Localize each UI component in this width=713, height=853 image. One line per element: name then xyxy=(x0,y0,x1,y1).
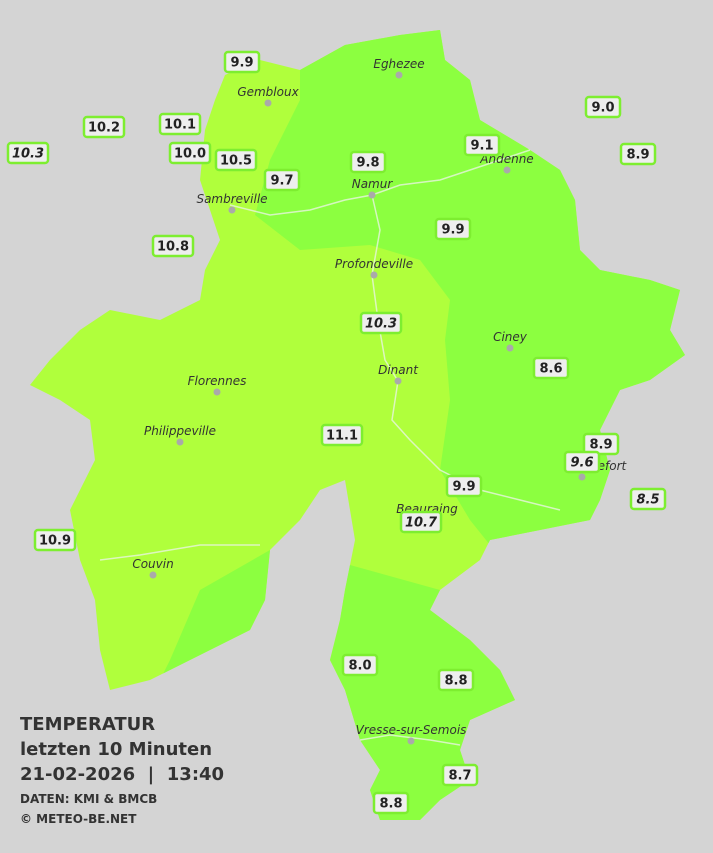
station-value: 10.2 xyxy=(88,121,120,136)
station-value: 8.0 xyxy=(348,659,371,674)
city-dot xyxy=(503,166,511,174)
city-dot xyxy=(394,377,402,385)
station-value: 9.8 xyxy=(356,156,379,171)
city-label: Gembloux xyxy=(237,85,299,99)
station-value: 8.8 xyxy=(444,674,467,689)
station-box xyxy=(434,217,472,241)
station-box xyxy=(629,487,667,511)
station-box xyxy=(399,510,443,534)
region-dark xyxy=(300,565,520,820)
city-dot xyxy=(578,473,586,481)
station-box xyxy=(6,141,50,165)
station-box xyxy=(158,112,202,136)
station-value: 9.6 xyxy=(570,456,593,471)
city-dot xyxy=(395,71,403,79)
city-label: Vresse-sur-Semois xyxy=(356,723,467,737)
rivers xyxy=(99,149,561,746)
city-dot xyxy=(176,438,184,446)
cities: EghezeeGemblouxAndenneNamurSambrevillePr… xyxy=(132,57,628,745)
legend-source: DATEN: KMI & BMCB xyxy=(20,792,157,806)
legend-title: TEMPERATUR xyxy=(20,714,155,735)
city-dot xyxy=(264,99,272,107)
station-value: 9.7 xyxy=(270,174,293,189)
station-value: 9.0 xyxy=(591,101,614,116)
city-dot xyxy=(228,206,236,214)
station-box xyxy=(214,148,258,172)
city-label: Couvin xyxy=(132,557,173,571)
city-label: Eghezee xyxy=(373,57,424,71)
station-box xyxy=(584,95,622,119)
legend-copyright: © METEO-BE.NET xyxy=(20,812,137,826)
station-value: 8.6 xyxy=(539,362,562,377)
station-box xyxy=(33,528,77,552)
station-value: 10.8 xyxy=(157,240,189,255)
city-dot xyxy=(149,571,157,579)
station-box xyxy=(223,50,261,74)
city-label: Ciney xyxy=(493,330,528,344)
city-label: Sambreville xyxy=(196,192,267,206)
station-value: 8.9 xyxy=(626,148,649,163)
station-box xyxy=(372,791,410,815)
city-dot xyxy=(370,271,378,279)
station-box xyxy=(437,668,475,692)
station-value: 11.1 xyxy=(326,429,358,444)
station-box xyxy=(619,142,657,166)
station-value: 9.9 xyxy=(230,56,253,71)
city-dot xyxy=(407,737,415,745)
station-value: 10.1 xyxy=(164,118,196,133)
city-dot xyxy=(368,191,376,199)
station-value: 8.8 xyxy=(379,797,402,812)
station-box xyxy=(320,423,364,447)
city-label: Profondeville xyxy=(335,257,413,271)
station-value: 10.5 xyxy=(220,154,252,169)
city-label: Dinant xyxy=(378,363,419,377)
city-dot xyxy=(213,388,221,396)
station-value: 9.1 xyxy=(470,139,493,154)
station-box xyxy=(563,450,601,474)
station-box xyxy=(441,763,479,787)
station-value: 10.0 xyxy=(174,147,206,162)
station-box xyxy=(349,150,387,174)
station-box xyxy=(359,311,403,335)
station-box xyxy=(151,234,195,258)
station-value: 10.7 xyxy=(405,516,438,531)
station-box xyxy=(582,432,620,456)
station-value: 10.3 xyxy=(12,147,44,162)
station-value: 8.9 xyxy=(589,438,612,453)
legend-subtitle: letzten 10 Minuten xyxy=(20,739,212,760)
station-value: 8.7 xyxy=(448,769,471,784)
stations: 9.9 10.2 10.3 10.1 10.0 10.5 9.7 9.8 9.1 9.0 8.9 9.… xyxy=(6,50,667,815)
legend-datetime: 21-02-2026 | 13:40 xyxy=(20,764,224,785)
city-label: Namur xyxy=(352,177,394,191)
station-value: 9.9 xyxy=(441,223,464,238)
station-value: 9.9 xyxy=(452,480,475,495)
station-box xyxy=(341,653,379,677)
city-dot xyxy=(506,344,514,352)
station-box xyxy=(263,168,301,192)
legend: TEMPERATUR letzten 10 Minuten 21-02-2026… xyxy=(20,714,224,826)
city-label: Philippeville xyxy=(144,424,216,438)
station-value: 10.9 xyxy=(39,534,71,549)
station-box xyxy=(168,141,212,165)
station-value: 10.3 xyxy=(365,317,397,332)
station-box xyxy=(445,474,483,498)
station-value: 8.5 xyxy=(636,493,659,508)
station-box xyxy=(82,115,126,139)
station-box xyxy=(463,133,501,157)
city-label: Florennes xyxy=(188,374,247,388)
station-box xyxy=(532,356,570,380)
